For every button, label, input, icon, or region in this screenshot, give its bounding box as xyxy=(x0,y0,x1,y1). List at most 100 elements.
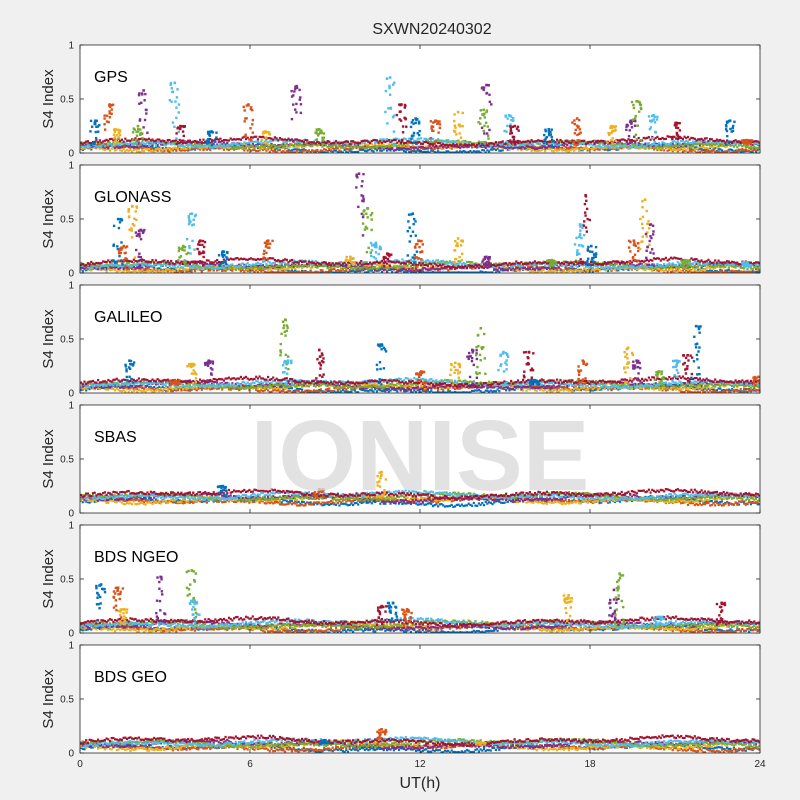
data-point xyxy=(629,119,633,122)
data-point xyxy=(294,87,297,91)
data-point xyxy=(348,270,351,273)
data-point xyxy=(659,269,662,272)
data-point xyxy=(445,150,448,153)
data-point xyxy=(520,143,523,146)
data-point xyxy=(734,270,737,273)
data-point xyxy=(678,122,681,125)
data-point xyxy=(642,268,645,271)
data-point xyxy=(601,143,605,146)
data-point xyxy=(751,149,754,152)
data-point xyxy=(224,145,227,149)
data-point xyxy=(295,86,299,90)
data-point xyxy=(214,138,217,141)
data-point xyxy=(247,103,250,106)
data-point xyxy=(241,143,244,146)
data-point xyxy=(346,271,350,273)
data-point xyxy=(229,147,232,150)
data-point xyxy=(588,270,591,273)
data-point xyxy=(319,149,322,152)
data-point xyxy=(714,139,717,143)
data-point xyxy=(627,146,630,150)
data-point xyxy=(314,150,317,153)
data-point xyxy=(430,139,433,142)
data-point xyxy=(210,130,213,133)
data-point xyxy=(515,268,518,271)
data-point xyxy=(323,151,326,153)
data-point xyxy=(749,145,752,148)
data-point xyxy=(197,141,200,144)
data-point xyxy=(513,146,516,149)
data-point xyxy=(591,270,594,273)
data-point xyxy=(262,131,265,135)
data-point xyxy=(454,145,457,148)
data-point xyxy=(389,138,392,142)
data-point xyxy=(170,267,173,270)
data-point xyxy=(156,147,159,150)
data-point xyxy=(340,270,343,273)
data-point xyxy=(499,149,503,152)
data-point xyxy=(151,143,154,147)
data-point xyxy=(481,148,484,152)
data-point xyxy=(693,266,696,269)
data-point xyxy=(754,270,758,273)
data-point xyxy=(91,267,95,270)
data-point xyxy=(175,137,178,140)
data-point xyxy=(729,151,732,153)
data-point xyxy=(447,271,450,273)
data-point xyxy=(545,142,548,146)
data-point xyxy=(488,142,491,145)
data-point xyxy=(265,267,268,270)
data-point xyxy=(633,124,637,127)
data-point xyxy=(578,149,581,152)
data-point xyxy=(483,112,486,115)
data-point xyxy=(159,143,163,146)
data-point xyxy=(498,141,501,144)
data-point xyxy=(171,267,174,270)
data-point xyxy=(632,142,635,146)
data-point xyxy=(661,146,664,150)
data-point xyxy=(668,145,671,148)
data-point xyxy=(617,141,620,145)
data-point xyxy=(350,269,353,273)
data-point xyxy=(338,140,341,143)
data-point xyxy=(243,270,246,273)
data-point xyxy=(338,149,341,152)
data-point xyxy=(613,126,616,129)
data-point xyxy=(379,142,382,145)
data-point xyxy=(707,150,710,153)
data-point xyxy=(543,138,546,142)
data-point xyxy=(431,144,435,147)
data-point xyxy=(528,145,531,148)
data-point xyxy=(545,146,548,149)
data-point xyxy=(573,132,577,135)
data-point xyxy=(680,139,683,143)
data-point xyxy=(183,268,186,271)
data-point xyxy=(141,149,144,152)
data-point xyxy=(606,141,609,144)
data-point xyxy=(625,125,628,129)
data-point xyxy=(304,145,307,148)
data-point xyxy=(177,130,181,133)
data-point xyxy=(435,144,438,147)
data-point xyxy=(215,136,218,139)
data-point xyxy=(192,147,195,150)
data-point xyxy=(117,269,120,272)
data-point xyxy=(112,265,115,268)
data-point xyxy=(411,137,414,140)
data-point xyxy=(607,131,610,135)
data-point xyxy=(651,142,654,146)
data-point xyxy=(321,151,324,153)
data-point xyxy=(658,142,661,145)
data-point xyxy=(95,141,98,144)
data-point xyxy=(129,266,132,269)
data-point xyxy=(352,141,355,144)
data-point xyxy=(676,268,679,271)
data-point xyxy=(353,270,356,273)
data-point xyxy=(488,93,491,96)
data-point xyxy=(471,146,474,149)
data-point xyxy=(95,145,98,148)
data-point xyxy=(656,269,659,272)
data-point xyxy=(732,145,735,148)
data-point xyxy=(336,151,339,153)
data-point xyxy=(737,140,741,143)
